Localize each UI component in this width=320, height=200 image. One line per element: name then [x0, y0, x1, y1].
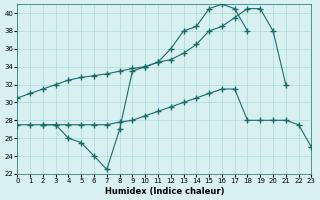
X-axis label: Humidex (Indice chaleur): Humidex (Indice chaleur) — [105, 187, 224, 196]
